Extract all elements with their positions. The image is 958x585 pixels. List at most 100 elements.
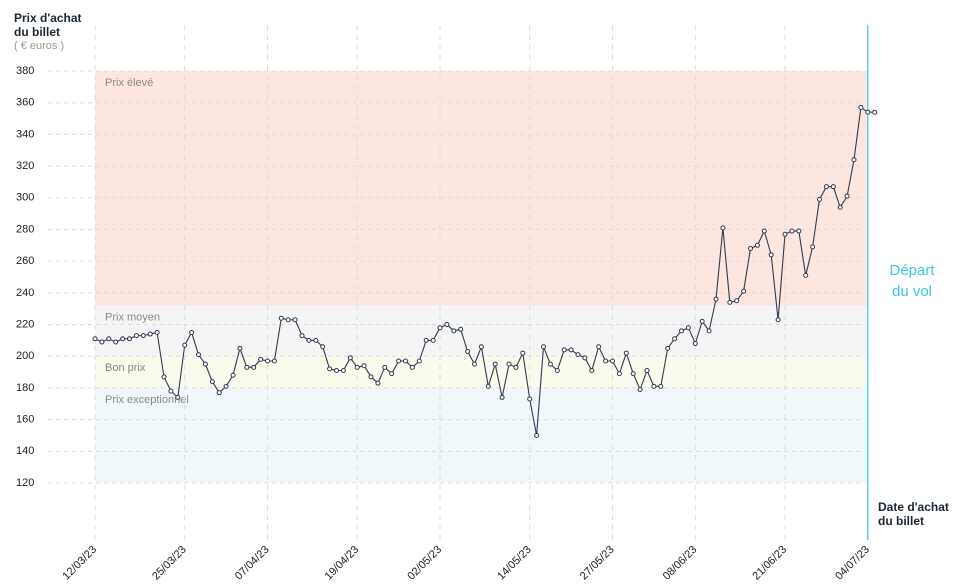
price-point bbox=[865, 109, 871, 115]
price-point bbox=[99, 339, 105, 345]
band-label: Prix exceptionnel bbox=[105, 394, 189, 406]
price-point bbox=[451, 328, 457, 334]
price-point bbox=[837, 204, 843, 210]
price-point bbox=[603, 358, 609, 364]
y-tick-label: 360 bbox=[16, 97, 34, 109]
price-point bbox=[244, 364, 250, 370]
y-tick-label: 140 bbox=[16, 445, 34, 457]
price-point bbox=[175, 394, 181, 400]
price-point bbox=[202, 361, 208, 367]
y-tick-label: 340 bbox=[16, 128, 34, 140]
price-point bbox=[575, 352, 581, 358]
price-point bbox=[106, 336, 112, 342]
y-tick-label: 120 bbox=[16, 477, 34, 489]
price-point bbox=[706, 328, 712, 334]
price-point bbox=[817, 196, 822, 202]
price-point bbox=[154, 329, 160, 335]
price-point bbox=[796, 228, 802, 234]
price-point bbox=[430, 337, 436, 343]
price-point bbox=[230, 372, 236, 378]
x-tick-label: 12/03/23 bbox=[60, 544, 99, 583]
price-point bbox=[216, 390, 222, 396]
price-point bbox=[547, 361, 553, 367]
y-tick-label: 180 bbox=[16, 382, 34, 394]
price-point bbox=[699, 318, 705, 324]
y-tick-label: 240 bbox=[16, 287, 34, 299]
price-point bbox=[644, 367, 650, 373]
price-point bbox=[465, 348, 471, 354]
x-tick-label: 04/07/23 bbox=[833, 544, 872, 583]
price-point bbox=[610, 358, 615, 364]
y-tick-label: 200 bbox=[16, 350, 34, 362]
price-point bbox=[327, 366, 333, 372]
price-point bbox=[810, 244, 816, 250]
price-point bbox=[527, 396, 533, 402]
x-axis-title: Date d'achat du billet bbox=[878, 500, 949, 528]
x-tick-label: 08/06/23 bbox=[661, 544, 700, 583]
price-point bbox=[368, 374, 374, 380]
price-point bbox=[437, 325, 443, 331]
price-point bbox=[133, 333, 139, 339]
price-point bbox=[582, 355, 588, 361]
y-tick-label: 260 bbox=[16, 255, 34, 267]
price-point bbox=[741, 288, 747, 294]
price-point bbox=[568, 347, 574, 353]
price-point bbox=[561, 347, 567, 353]
price-point bbox=[485, 383, 491, 389]
price-point bbox=[396, 358, 402, 364]
price-point bbox=[775, 317, 781, 323]
price-point bbox=[416, 358, 422, 364]
price-point bbox=[658, 383, 664, 389]
band-label: Bon prix bbox=[105, 362, 146, 374]
price-point bbox=[382, 364, 388, 370]
price-point bbox=[492, 361, 498, 367]
price-point bbox=[444, 322, 450, 328]
price-point bbox=[541, 344, 546, 350]
price-point bbox=[734, 298, 740, 304]
price-point bbox=[789, 228, 795, 234]
price-point bbox=[554, 367, 560, 373]
price-point bbox=[761, 228, 767, 234]
price-point bbox=[616, 371, 622, 377]
price-point bbox=[589, 367, 595, 373]
price-point bbox=[334, 367, 339, 373]
departure-label: Départ du vol bbox=[889, 262, 935, 300]
x-tick-label: 21/06/23 bbox=[750, 544, 789, 583]
price-point bbox=[423, 337, 429, 343]
y-tick-label: 280 bbox=[16, 223, 34, 235]
price-point bbox=[720, 225, 726, 231]
price-point bbox=[285, 317, 291, 323]
price-point bbox=[506, 361, 512, 367]
price-point bbox=[672, 336, 678, 342]
y-tick-label: 300 bbox=[16, 192, 34, 204]
price-band bbox=[95, 387, 868, 484]
x-tick-label: 14/05/23 bbox=[495, 544, 534, 583]
price-point bbox=[120, 336, 126, 342]
price-point bbox=[472, 361, 477, 367]
price-point bbox=[168, 388, 174, 394]
y-tick-label: 160 bbox=[16, 414, 34, 426]
price-point bbox=[830, 184, 836, 190]
price-point bbox=[347, 355, 353, 361]
price-point bbox=[692, 341, 698, 347]
band-label: Prix moyen bbox=[105, 311, 160, 323]
price-point bbox=[679, 328, 684, 334]
price-point bbox=[823, 184, 829, 190]
x-tick-label: 27/05/23 bbox=[578, 544, 617, 583]
price-point bbox=[623, 350, 629, 356]
price-point bbox=[251, 364, 257, 370]
price-point bbox=[209, 379, 215, 385]
price-point bbox=[361, 363, 367, 369]
price-point bbox=[803, 272, 809, 278]
price-band bbox=[95, 356, 868, 388]
price-point bbox=[665, 345, 671, 351]
price-point bbox=[458, 326, 464, 332]
x-tick-label: 07/04/23 bbox=[233, 544, 272, 583]
price-point bbox=[596, 344, 602, 350]
price-point bbox=[271, 358, 277, 364]
price-point bbox=[306, 337, 312, 343]
price-point bbox=[844, 193, 850, 199]
price-point bbox=[637, 387, 643, 393]
price-point bbox=[320, 344, 326, 350]
